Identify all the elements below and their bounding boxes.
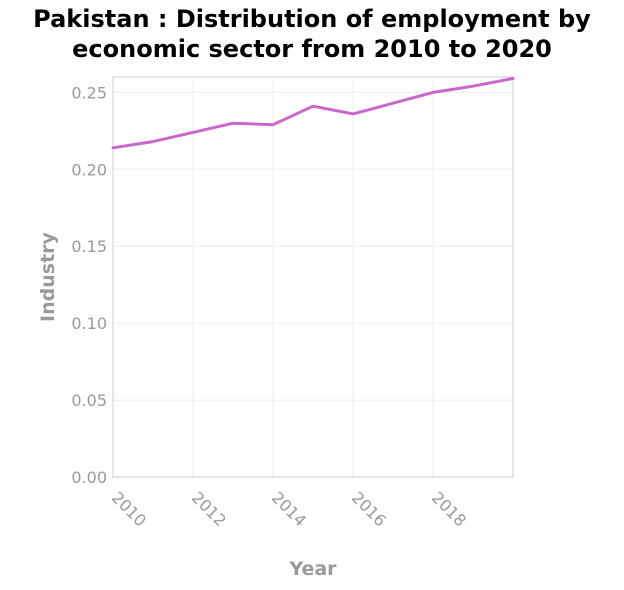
y-tick-label: 0.00: [71, 468, 107, 487]
y-axis-title: Industry: [37, 231, 59, 321]
y-tick-label: 0.20: [71, 160, 107, 179]
chart-title: Pakistan : Distribution of employment by…: [0, 4, 624, 64]
x-axis-title: Year: [288, 558, 337, 580]
y-tick-labels: 0.00 0.05 0.10 0.15 0.20 0.25: [71, 83, 107, 487]
x-tick-label: 2018: [428, 488, 470, 530]
chart-title-line-1: Pakistan : Distribution of employment by: [33, 5, 591, 33]
y-tick-label: 0.15: [71, 237, 107, 256]
x-tick-label: 2012: [188, 488, 230, 530]
x-tick-label: 2010: [108, 488, 150, 530]
plot-area-border: [112, 76, 514, 478]
series-line: [111, 77, 515, 150]
y-tick-label: 0.25: [71, 83, 107, 102]
x-tick-label: 2016: [348, 488, 390, 530]
x-tick-label: 2014: [268, 488, 310, 530]
x-tick-labels: 2010 2012 2014 2016 2018: [108, 488, 470, 530]
chart-title-line-2: economic sector from 2010 to 2020: [72, 35, 552, 63]
y-tick-label: 0.10: [71, 314, 107, 333]
y-tick-label: 0.05: [71, 391, 107, 410]
